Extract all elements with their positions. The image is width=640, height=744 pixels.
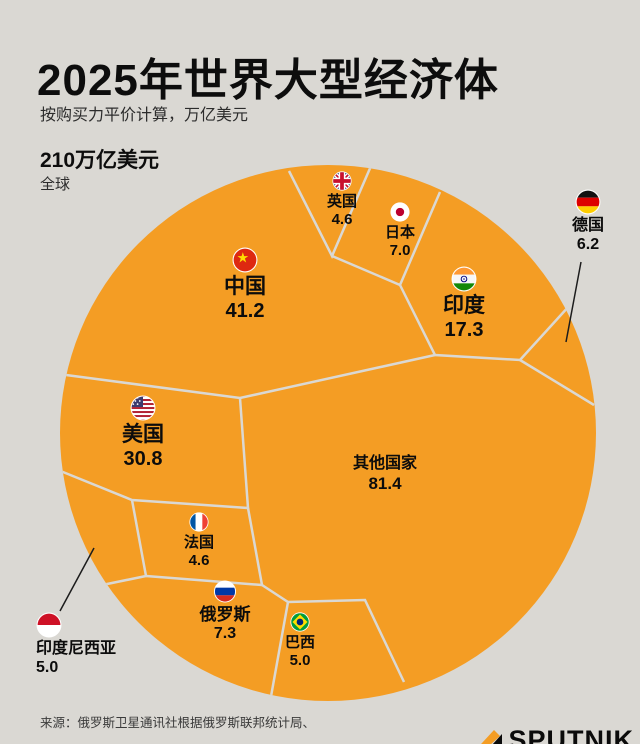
segment-value: 5.0 — [289, 651, 311, 669]
segment-indonesia: 印度尼西亚 5.0 — [36, 612, 116, 678]
segment-label: 日本 — [384, 224, 416, 241]
usa-flag-icon — [130, 395, 156, 421]
china-flag-icon — [232, 247, 258, 273]
segment-label: 其他国家 — [352, 455, 418, 472]
segment-france: 法国 4.6 — [184, 512, 214, 569]
segment-value: 81.4 — [368, 473, 402, 493]
global-total-value: 210万亿美元 — [40, 149, 160, 172]
page-title: 2025年世界大型经济体 — [37, 56, 499, 105]
segment-usa: 美国 30.8 — [122, 395, 164, 471]
segment-value: 6.2 — [576, 235, 600, 253]
segment-japan: 日本 7.0 — [385, 202, 415, 259]
brand-lockup: SPUTNIK — [470, 725, 634, 744]
indonesia-flag-icon — [36, 612, 62, 638]
segment-label: 中国 — [224, 275, 266, 298]
segment-uk: 英国 4.6 — [327, 171, 357, 228]
segment-value: 4.6 — [188, 551, 210, 569]
segment-india: 印度 17.3 — [443, 266, 485, 342]
segment-other-countries: 其他国家 81.4 — [353, 455, 417, 494]
segment-brazil: 巴西 5.0 — [285, 612, 315, 669]
segment-germany: 德国 6.2 — [572, 189, 604, 255]
germany-flag-icon — [575, 189, 601, 215]
uk-flag-icon — [332, 171, 352, 191]
chart-disc — [60, 165, 596, 701]
segment-label: 美国 — [122, 423, 164, 446]
leader-lines — [59, 261, 582, 612]
segment-label: 德国 — [571, 217, 605, 234]
france-flag-icon — [189, 512, 209, 532]
indonesia-leader-line — [59, 547, 95, 612]
segment-russia: 俄罗斯 7.3 — [200, 580, 251, 644]
segment-label: 俄罗斯 — [199, 605, 251, 624]
segment-label: 英国 — [326, 193, 358, 210]
segment-label: 法国 — [183, 534, 215, 551]
segment-value: 7.0 — [389, 241, 411, 259]
segment-value: 7.3 — [213, 625, 237, 643]
segment-value: 5.0 — [36, 658, 59, 676]
germany-leader-line — [565, 261, 582, 343]
segment-value: 4.6 — [331, 210, 353, 228]
source-attribution: 来源：俄罗斯卫星通讯社根据俄罗斯联邦统计局、 — [40, 716, 316, 730]
segment-label: 巴西 — [284, 634, 316, 651]
brand-name: SPUTNIK — [508, 725, 634, 744]
segment-label: 印度 — [443, 294, 485, 317]
india-flag-icon — [451, 266, 477, 292]
segment-label: 印度尼西亚 — [36, 640, 117, 657]
page-subtitle: 按购买力平价计算，万亿美元 — [40, 107, 249, 124]
russia-flag-icon — [213, 580, 237, 603]
segment-china: 中国 41.2 — [224, 247, 266, 323]
segment-value: 41.2 — [225, 299, 265, 322]
japan-flag-icon — [390, 202, 410, 222]
segment-value: 17.3 — [444, 318, 484, 341]
segment-value: 30.8 — [123, 447, 163, 470]
global-total-scope: 全球 — [40, 176, 71, 193]
brazil-flag-icon — [290, 612, 310, 632]
sputnik-logo-icon — [481, 729, 503, 744]
